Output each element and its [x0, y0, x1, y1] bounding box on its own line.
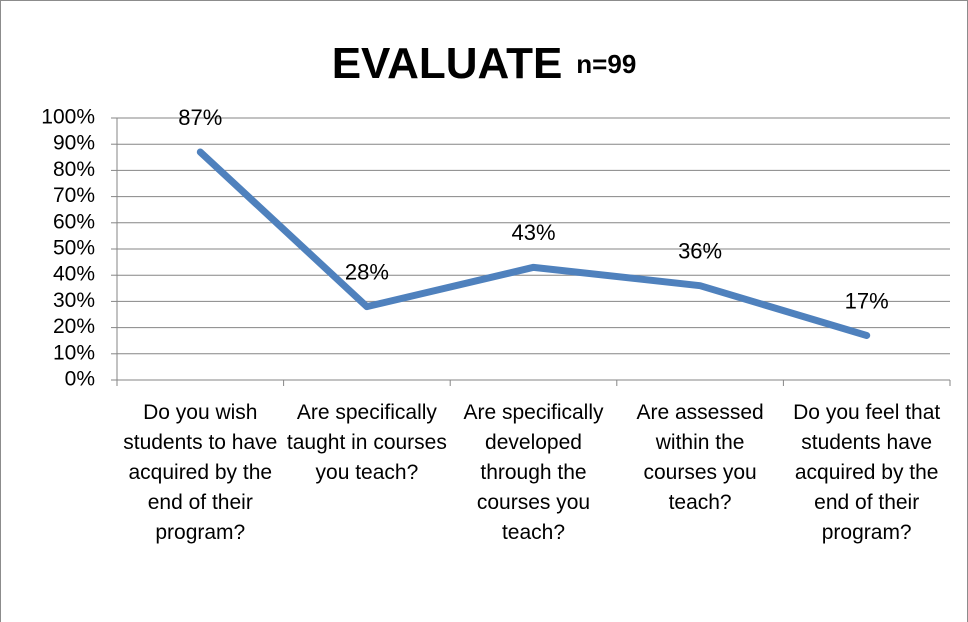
x-tick-label: Are specifically developed through the c…	[463, 401, 604, 544]
chart-title-group: EVALUATE n=99	[332, 39, 637, 88]
data-line	[196, 148, 871, 339]
y-tick-label: 30%	[53, 289, 95, 312]
data-label: 17%	[845, 288, 889, 313]
y-tick-label: 20%	[53, 315, 95, 338]
y-tick-label: 70%	[53, 184, 95, 207]
y-tick-label: 40%	[53, 263, 95, 286]
y-tick-label: 10%	[53, 341, 95, 364]
x-tick-label: Do you wish students to have acquired by…	[123, 401, 278, 544]
chart-subtitle: n=99	[576, 49, 636, 79]
x-tick-label: Are specifically taught in courses you t…	[286, 401, 447, 484]
data-label: 87%	[178, 105, 222, 130]
data-label: 43%	[511, 220, 555, 245]
chart-title: EVALUATE	[332, 39, 563, 88]
y-tick-label: 90%	[53, 132, 95, 155]
y-tick-label: 60%	[53, 210, 95, 233]
y-tick-label: 80%	[53, 158, 95, 181]
y-tick-label: 50%	[53, 237, 95, 260]
data-label: 28%	[345, 259, 389, 284]
x-tick-label: Do you feel that students have acquired …	[793, 401, 941, 544]
data-label: 36%	[678, 238, 722, 263]
y-tick-label: 0%	[65, 368, 95, 391]
x-tick-label: Are assessed within the courses you teac…	[636, 401, 764, 514]
y-tick-label: 100%	[41, 106, 95, 129]
